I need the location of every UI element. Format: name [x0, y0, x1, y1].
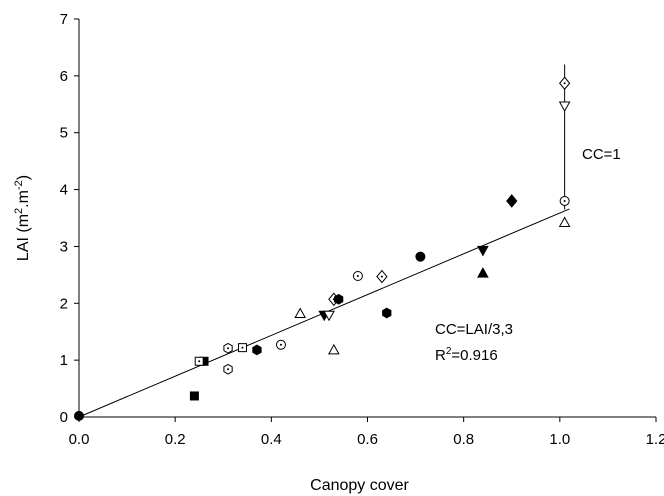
marker-center-dot	[356, 274, 359, 277]
x-tick-label: 0.2	[165, 431, 186, 448]
point-shape	[327, 343, 340, 355]
data-point-triangle-down-open	[323, 310, 335, 322]
point-shape	[382, 307, 392, 319]
cc-one-annotation: CC=1	[582, 146, 621, 163]
point-shape	[506, 194, 518, 208]
point-shape	[415, 251, 426, 262]
data-point-hexagon-dot	[223, 363, 233, 375]
x-tick-label: 0.4	[261, 431, 282, 448]
marker-center-dot	[380, 275, 383, 278]
data-point-hexagon-dot	[223, 342, 233, 354]
point-shape	[323, 310, 335, 322]
data-point-triangle-down-open	[558, 101, 571, 113]
point-shape	[252, 344, 262, 356]
data-point-diamond-dot	[558, 76, 571, 91]
y-axis-label: LAI (m2.m-2)	[13, 175, 32, 261]
data-point-square-dot	[194, 356, 204, 366]
data-points	[74, 76, 571, 421]
y-tick-label: 6	[60, 68, 68, 85]
data-point-triangle-open	[558, 216, 571, 228]
y-tick-label: 1	[60, 352, 68, 369]
r-squared-annotation: R2=0.916	[435, 346, 498, 364]
y-tick-label: 7	[60, 11, 68, 28]
point-shape	[477, 245, 489, 257]
data-point-diamond-filled	[506, 194, 518, 208]
data-point-diamond-dot	[376, 269, 388, 284]
x-tick-label: 1.2	[646, 431, 664, 448]
data-point-circle-dot	[352, 270, 363, 281]
x-tick-label: 1.0	[549, 431, 570, 448]
point-shape	[294, 307, 307, 319]
y-tick-label: 4	[60, 182, 68, 199]
y-tick-label: 0	[60, 409, 68, 426]
data-point-hexagon-filled	[382, 307, 392, 319]
point-shape	[334, 293, 344, 305]
point-shape	[74, 410, 84, 421]
marker-center-dot	[279, 343, 282, 346]
fit-lines	[78, 64, 570, 418]
axis-labels: Canopy cover LAI (m2.m-2)	[13, 175, 410, 494]
axes	[78, 19, 656, 418]
point-shape	[558, 101, 571, 113]
equation-annotation: CC=LAI/3,3	[435, 321, 513, 338]
y-tick-label: 5	[60, 125, 68, 142]
data-point-circle-filled	[74, 410, 84, 421]
marker-center-dot	[227, 347, 230, 350]
x-tick-label: 0.8	[453, 431, 474, 448]
data-point-triangle-down-filled	[477, 245, 489, 257]
data-point-square-dot	[237, 343, 247, 353]
x-tick-label: 0.0	[69, 431, 90, 448]
data-point-triangle-filled	[477, 267, 489, 278]
marker-center-dot	[563, 199, 566, 202]
data-point-circle-filled	[415, 251, 426, 262]
data-point-triangle-open	[294, 307, 307, 319]
annotations: CC=1 CC=LAI/3,3 R2=0.916	[435, 146, 621, 364]
data-point-square-filled	[189, 391, 199, 401]
marker-center-dot	[227, 368, 230, 371]
data-point-circle-dot	[275, 339, 286, 350]
point-shape	[189, 391, 199, 401]
tick-labels: 0.0 0.2 0.4 0.6 0.8 1.0 1.2 0 1 2 3 4 5 6 7	[60, 11, 664, 448]
data-point-triangle-open	[327, 343, 340, 355]
x-tick-label: 0.6	[357, 431, 378, 448]
y-tick-label: 2	[60, 295, 68, 312]
point-shape	[558, 216, 571, 228]
data-point-hexagon-filled	[334, 293, 344, 305]
marker-center-dot	[563, 82, 566, 85]
marker-center-dot	[241, 346, 244, 349]
point-shape	[477, 267, 489, 278]
x-axis-label: Canopy cover	[310, 477, 409, 494]
data-point-circle-dot	[559, 195, 570, 206]
y-tick-label: 3	[60, 238, 68, 255]
marker-center-dot	[198, 360, 201, 363]
data-point-hexagon-filled	[252, 344, 262, 356]
